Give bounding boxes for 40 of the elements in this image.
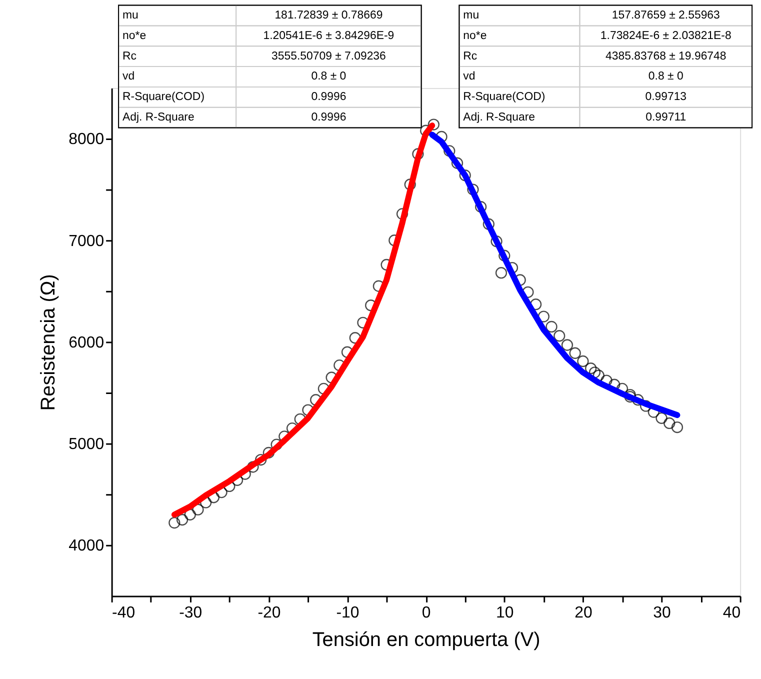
text: 0.8 ± 0 xyxy=(311,70,346,83)
x-tick-label: 20 xyxy=(574,604,592,622)
text: vd xyxy=(463,70,476,83)
annotation: 0.99711 xyxy=(646,112,686,124)
x-axis-title: Tensión en compuerta (V) xyxy=(312,629,540,652)
text: Rc xyxy=(122,50,137,62)
text: vd xyxy=(122,70,135,83)
x-tick-label: 40 xyxy=(722,604,741,622)
x-tick-label: 10 xyxy=(496,604,514,622)
text: Rc xyxy=(463,50,478,62)
y-tick-label: 5000 xyxy=(68,436,104,454)
text: 1.20541E-6 ± 3.84296E-9 xyxy=(263,30,394,42)
annotation: Adj. R-Square xyxy=(463,112,536,124)
y-tick-label: 7000 xyxy=(68,232,104,250)
annotation: 0.9996 xyxy=(311,91,346,104)
x-tick-label: -20 xyxy=(258,604,281,622)
text: 3555.50709 ± 7.09236 xyxy=(272,50,386,62)
y-tick-label: 8000 xyxy=(68,131,104,148)
x-tick-label: 0 xyxy=(422,604,431,622)
annotation: 0.9996 xyxy=(311,112,346,124)
text: 181.72839 ± 0.78669 xyxy=(274,9,383,22)
y-tick-label: 6000 xyxy=(68,334,104,352)
annotation: 0.99713 xyxy=(645,91,687,104)
x-tick-label: -40 xyxy=(112,604,136,622)
text: 157.87659 ± 2.55963 xyxy=(612,9,720,22)
text: no*e xyxy=(463,30,487,42)
text: mu xyxy=(463,9,480,22)
text: 0.8 ± 0 xyxy=(648,70,684,83)
x-tick-label: 30 xyxy=(653,604,672,622)
text: 1.73824E-6 ± 2.03821E-8 xyxy=(600,30,732,42)
annotation: Adj. R-Square xyxy=(122,112,194,124)
annotation: R-Square(COD) xyxy=(122,91,205,104)
text: mu xyxy=(122,9,138,22)
text: no*e xyxy=(122,30,146,42)
text: 4385.83768 ± 19.96748 xyxy=(605,50,726,62)
y-tick-label: 4000 xyxy=(68,538,104,555)
x-tick-label: -10 xyxy=(336,604,360,622)
annotation: R-Square(COD) xyxy=(463,91,546,104)
x-tick-label: -30 xyxy=(179,604,202,622)
y-axis-title: Resistencia (Ω) xyxy=(38,274,60,411)
